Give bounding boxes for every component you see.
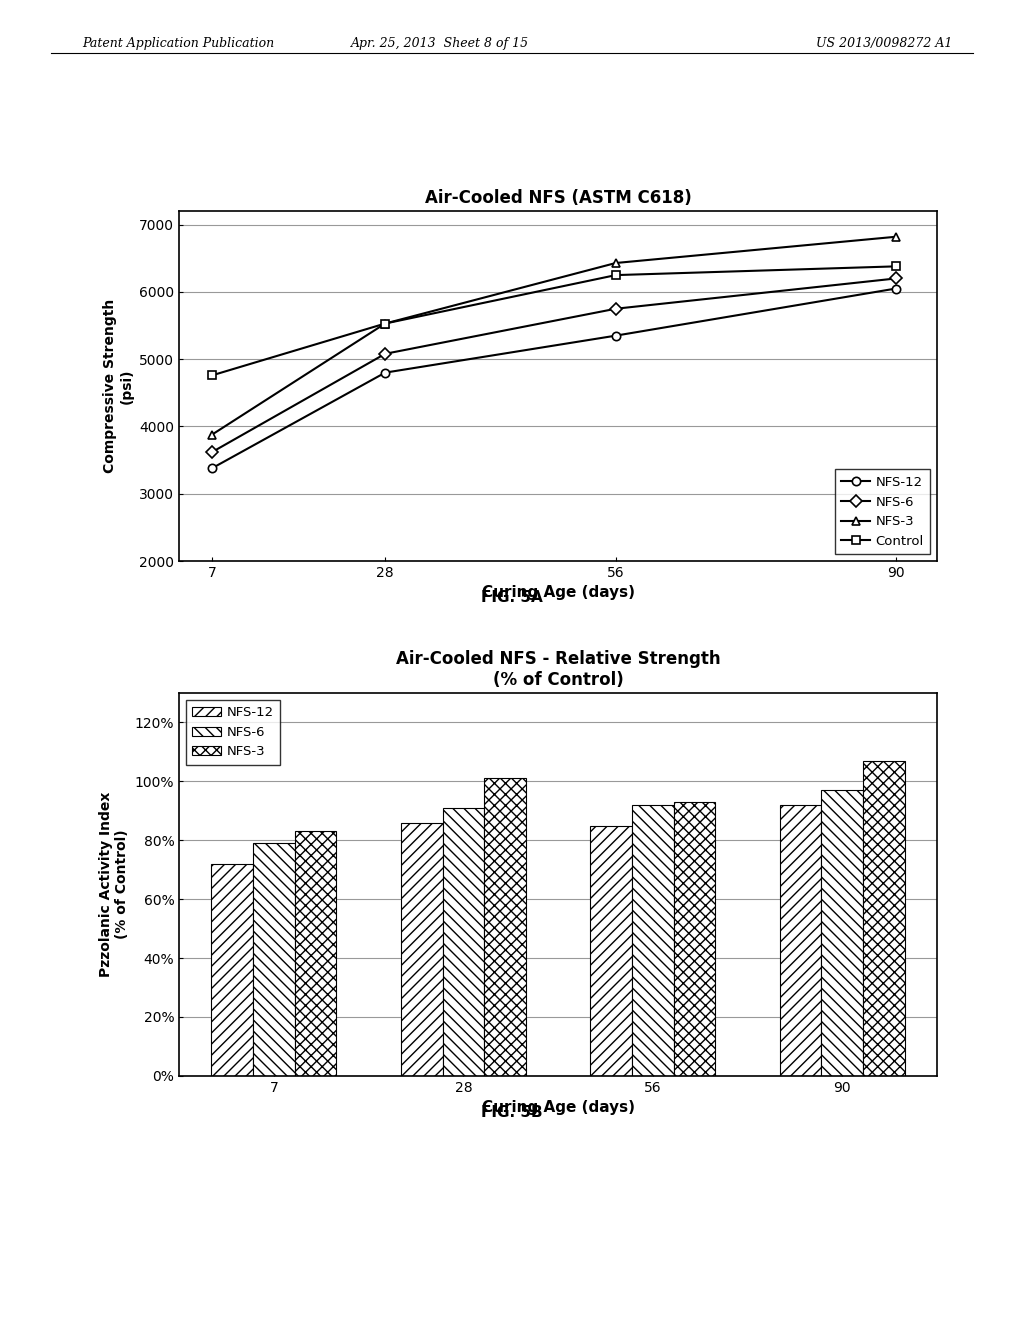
Text: FIG. 5B: FIG. 5B (481, 1105, 543, 1119)
Line: NFS-6: NFS-6 (208, 275, 900, 457)
NFS-3 (609, 255, 622, 271)
NFS-12 (890, 281, 902, 297)
Control (609, 267, 622, 282)
NFS-3 (379, 315, 391, 331)
Title: Air-Cooled NFS - Relative Strength
(% of Control): Air-Cooled NFS - Relative Strength (% of… (395, 649, 721, 689)
NFS-6 (206, 444, 218, 459)
Line: NFS-3: NFS-3 (208, 232, 900, 438)
Bar (674, 803, 716, 1076)
Text: Patent Application Publication: Patent Application Publication (82, 37, 274, 50)
Bar (484, 779, 526, 1076)
NFS-12 (206, 461, 218, 477)
Y-axis label: Pzzolanic Activity Index
(% of Control): Pzzolanic Activity Index (% of Control) (99, 792, 129, 977)
NFS-3 (206, 426, 218, 442)
X-axis label: Curing Age (days): Curing Age (days) (481, 585, 635, 601)
Line: Control: Control (208, 263, 900, 380)
Line: NFS-12: NFS-12 (208, 284, 900, 473)
Text: US 2013/0098272 A1: US 2013/0098272 A1 (816, 37, 952, 50)
Bar (590, 825, 632, 1076)
NFS-12 (609, 327, 622, 343)
NFS-6 (609, 301, 622, 317)
Control (206, 367, 218, 383)
Bar (442, 808, 484, 1076)
NFS-12 (379, 364, 391, 380)
Title: Air-Cooled NFS (ASTM C618): Air-Cooled NFS (ASTM C618) (425, 189, 691, 207)
NFS-6 (890, 271, 902, 286)
NFS-3 (890, 228, 902, 244)
Bar (863, 760, 905, 1076)
Text: Apr. 25, 2013  Sheet 8 of 15: Apr. 25, 2013 Sheet 8 of 15 (351, 37, 529, 50)
Bar (400, 822, 442, 1076)
Bar (253, 843, 295, 1076)
Control (890, 259, 902, 275)
Bar (211, 863, 253, 1076)
Legend: NFS-12, NFS-6, NFS-3, Control: NFS-12, NFS-6, NFS-3, Control (835, 470, 931, 554)
Bar (821, 791, 863, 1076)
Legend: NFS-12, NFS-6, NFS-3: NFS-12, NFS-6, NFS-3 (185, 700, 281, 766)
X-axis label: Curing Age (days): Curing Age (days) (481, 1100, 635, 1115)
Text: FIG. 5A: FIG. 5A (481, 590, 543, 605)
Bar (295, 832, 337, 1076)
Control (379, 315, 391, 331)
Bar (779, 805, 821, 1076)
Bar (632, 805, 674, 1076)
Y-axis label: Compressive Strength
(psi): Compressive Strength (psi) (103, 298, 134, 474)
NFS-6 (379, 346, 391, 362)
